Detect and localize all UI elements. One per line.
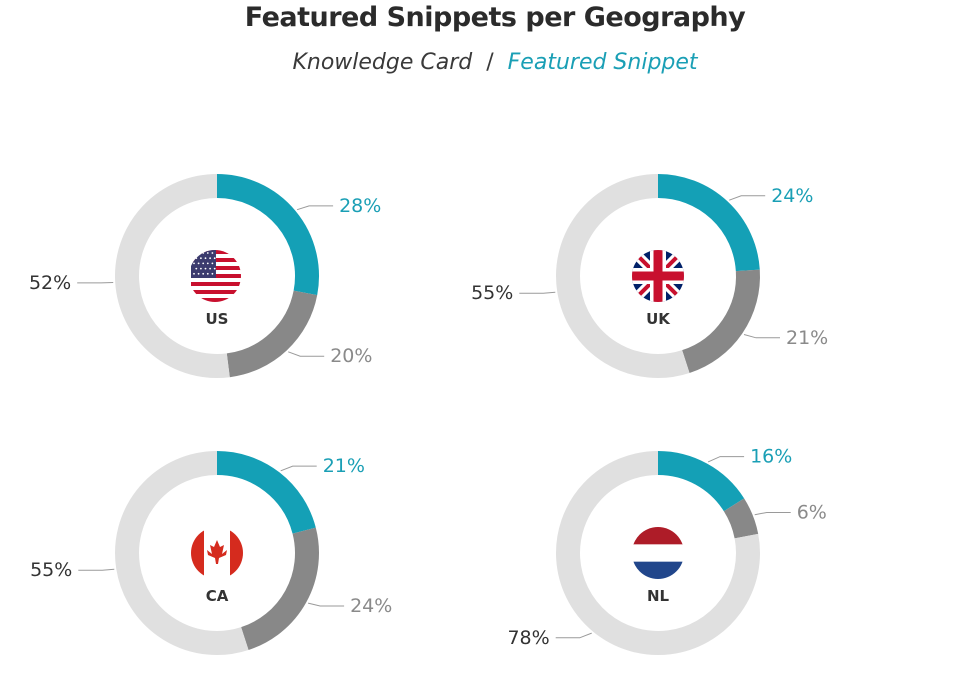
legend: Knowledge Card / Featured Snippet: [0, 50, 974, 75]
donut-segment-other[interactable]: [115, 451, 249, 655]
data-label: 78%: [507, 627, 549, 649]
leader-line: [743, 334, 780, 339]
nl-flag-icon: [632, 527, 684, 579]
donut-segment-featured-snippet[interactable]: [216, 174, 319, 296]
uk-flag-icon: [632, 250, 684, 302]
donut-segment-knowledge-card[interactable]: [723, 498, 759, 539]
data-label: 24%: [350, 595, 392, 617]
donut-uk: 24% 21% 55% UK: [471, 174, 828, 378]
donut-us: 28% 20% 52% US: [29, 174, 381, 378]
leader-line: [555, 632, 592, 639]
legend-separator: /: [486, 50, 494, 75]
leader-line: [707, 456, 745, 463]
us-flag-icon: [191, 250, 241, 302]
donut-segment-featured-snippet[interactable]: [657, 451, 745, 512]
country-label: US: [206, 310, 229, 328]
data-label: 21%: [786, 327, 828, 349]
leader-line: [307, 602, 345, 607]
country-label: NL: [647, 587, 670, 605]
leader-line: [754, 512, 791, 516]
donut-ca: 21% 24% 55% CA: [30, 451, 392, 655]
leader-line: [78, 568, 115, 571]
leader-line: [288, 351, 325, 357]
donut-segment-other[interactable]: [556, 174, 690, 378]
leader-line: [280, 465, 317, 472]
data-label: 55%: [471, 282, 513, 304]
donut-segment-knowledge-card[interactable]: [226, 290, 318, 378]
data-label: 6%: [797, 502, 827, 524]
chart-title: Featured Snippets per Geography: [244, 2, 746, 33]
donut-segment-knowledge-card[interactable]: [240, 527, 319, 651]
country-label: UK: [646, 310, 671, 328]
data-label: 24%: [771, 185, 813, 207]
leader-line: [729, 195, 766, 201]
donut-segment-featured-snippet[interactable]: [216, 451, 316, 534]
donut-segment-other[interactable]: [556, 451, 760, 655]
donut-segment-featured-snippet[interactable]: [657, 174, 760, 272]
data-label: 20%: [330, 345, 372, 367]
data-label: 16%: [750, 446, 792, 468]
donut-nl: 16% 6% 78% NL: [507, 446, 827, 655]
ca-flag-icon: [191, 527, 243, 579]
data-label: 52%: [29, 272, 71, 294]
leader-line: [519, 291, 556, 294]
leader-line: [296, 205, 334, 211]
donut-segment-other[interactable]: [115, 174, 230, 378]
donut-segment-knowledge-card[interactable]: [681, 269, 760, 374]
data-label: 21%: [323, 455, 365, 477]
data-label: 55%: [30, 559, 72, 581]
data-label: 28%: [339, 195, 381, 217]
country-label: CA: [206, 587, 229, 605]
legend-knowledge-card[interactable]: Knowledge Card: [292, 50, 473, 75]
legend-featured-snippet[interactable]: Featured Snippet: [507, 50, 698, 75]
